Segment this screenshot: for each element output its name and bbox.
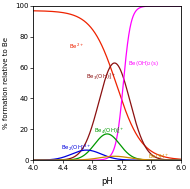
Text: BeOH$^+$: BeOH$^+$ — [148, 152, 169, 161]
Y-axis label: % formation relative to Be: % formation relative to Be — [3, 37, 10, 129]
Text: Be(OH)$_2$(s): Be(OH)$_2$(s) — [128, 59, 159, 67]
X-axis label: pH: pH — [101, 177, 113, 186]
Text: Be$_2$(OH)$^{3+}$: Be$_2$(OH)$^{3+}$ — [61, 143, 92, 153]
Text: Be$_3$(OH)$_3^{3+}$: Be$_3$(OH)$_3^{3+}$ — [86, 71, 117, 82]
Text: Be$^{2+}$: Be$^{2+}$ — [69, 41, 84, 51]
Text: Be$_4$(OH)$_6^{4+}$: Be$_4$(OH)$_6^{4+}$ — [94, 125, 124, 136]
